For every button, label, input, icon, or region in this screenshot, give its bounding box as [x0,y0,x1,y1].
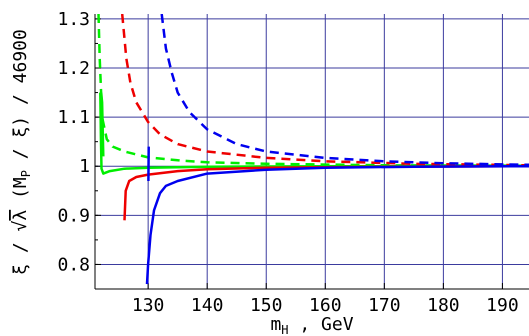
x-tick-label: 190 [486,295,519,316]
x-tick-label: 180 [427,295,460,316]
series-line-blue-dashed [160,14,529,167]
y-tick-label: 1.1 [57,107,90,128]
x-tick-label: 160 [309,295,342,316]
series-group [97,14,529,285]
y-tick-label: 0.8 [57,254,90,275]
y-tick-label: 1 [79,156,90,177]
y-tick-label: 1.2 [57,58,90,79]
x-tick-label: 140 [191,295,224,316]
y-tick-label: 0.9 [57,205,90,226]
plot-background [95,14,529,289]
series-line-red-dashed [120,14,529,167]
x-tick-labels: 130 140 150 160 170 180 190 [132,295,519,316]
x-tick-label: 150 [250,295,283,316]
series-line-green-dashed [97,14,529,167]
y-tick-labels: 0.8 0.9 1 1.1 1.2 1.3 [57,9,90,276]
series-line-blue-solid [145,164,529,285]
axes [94,14,529,290]
x-tick-label: 130 [132,295,165,316]
y-tick-label: 1.3 [57,9,90,30]
x-axis-title: mH , GeV [270,314,353,336]
x-tick-label: 170 [368,295,401,316]
y-axis-title: ξ / √λ (MP / ξ) / 46900 [10,29,33,275]
